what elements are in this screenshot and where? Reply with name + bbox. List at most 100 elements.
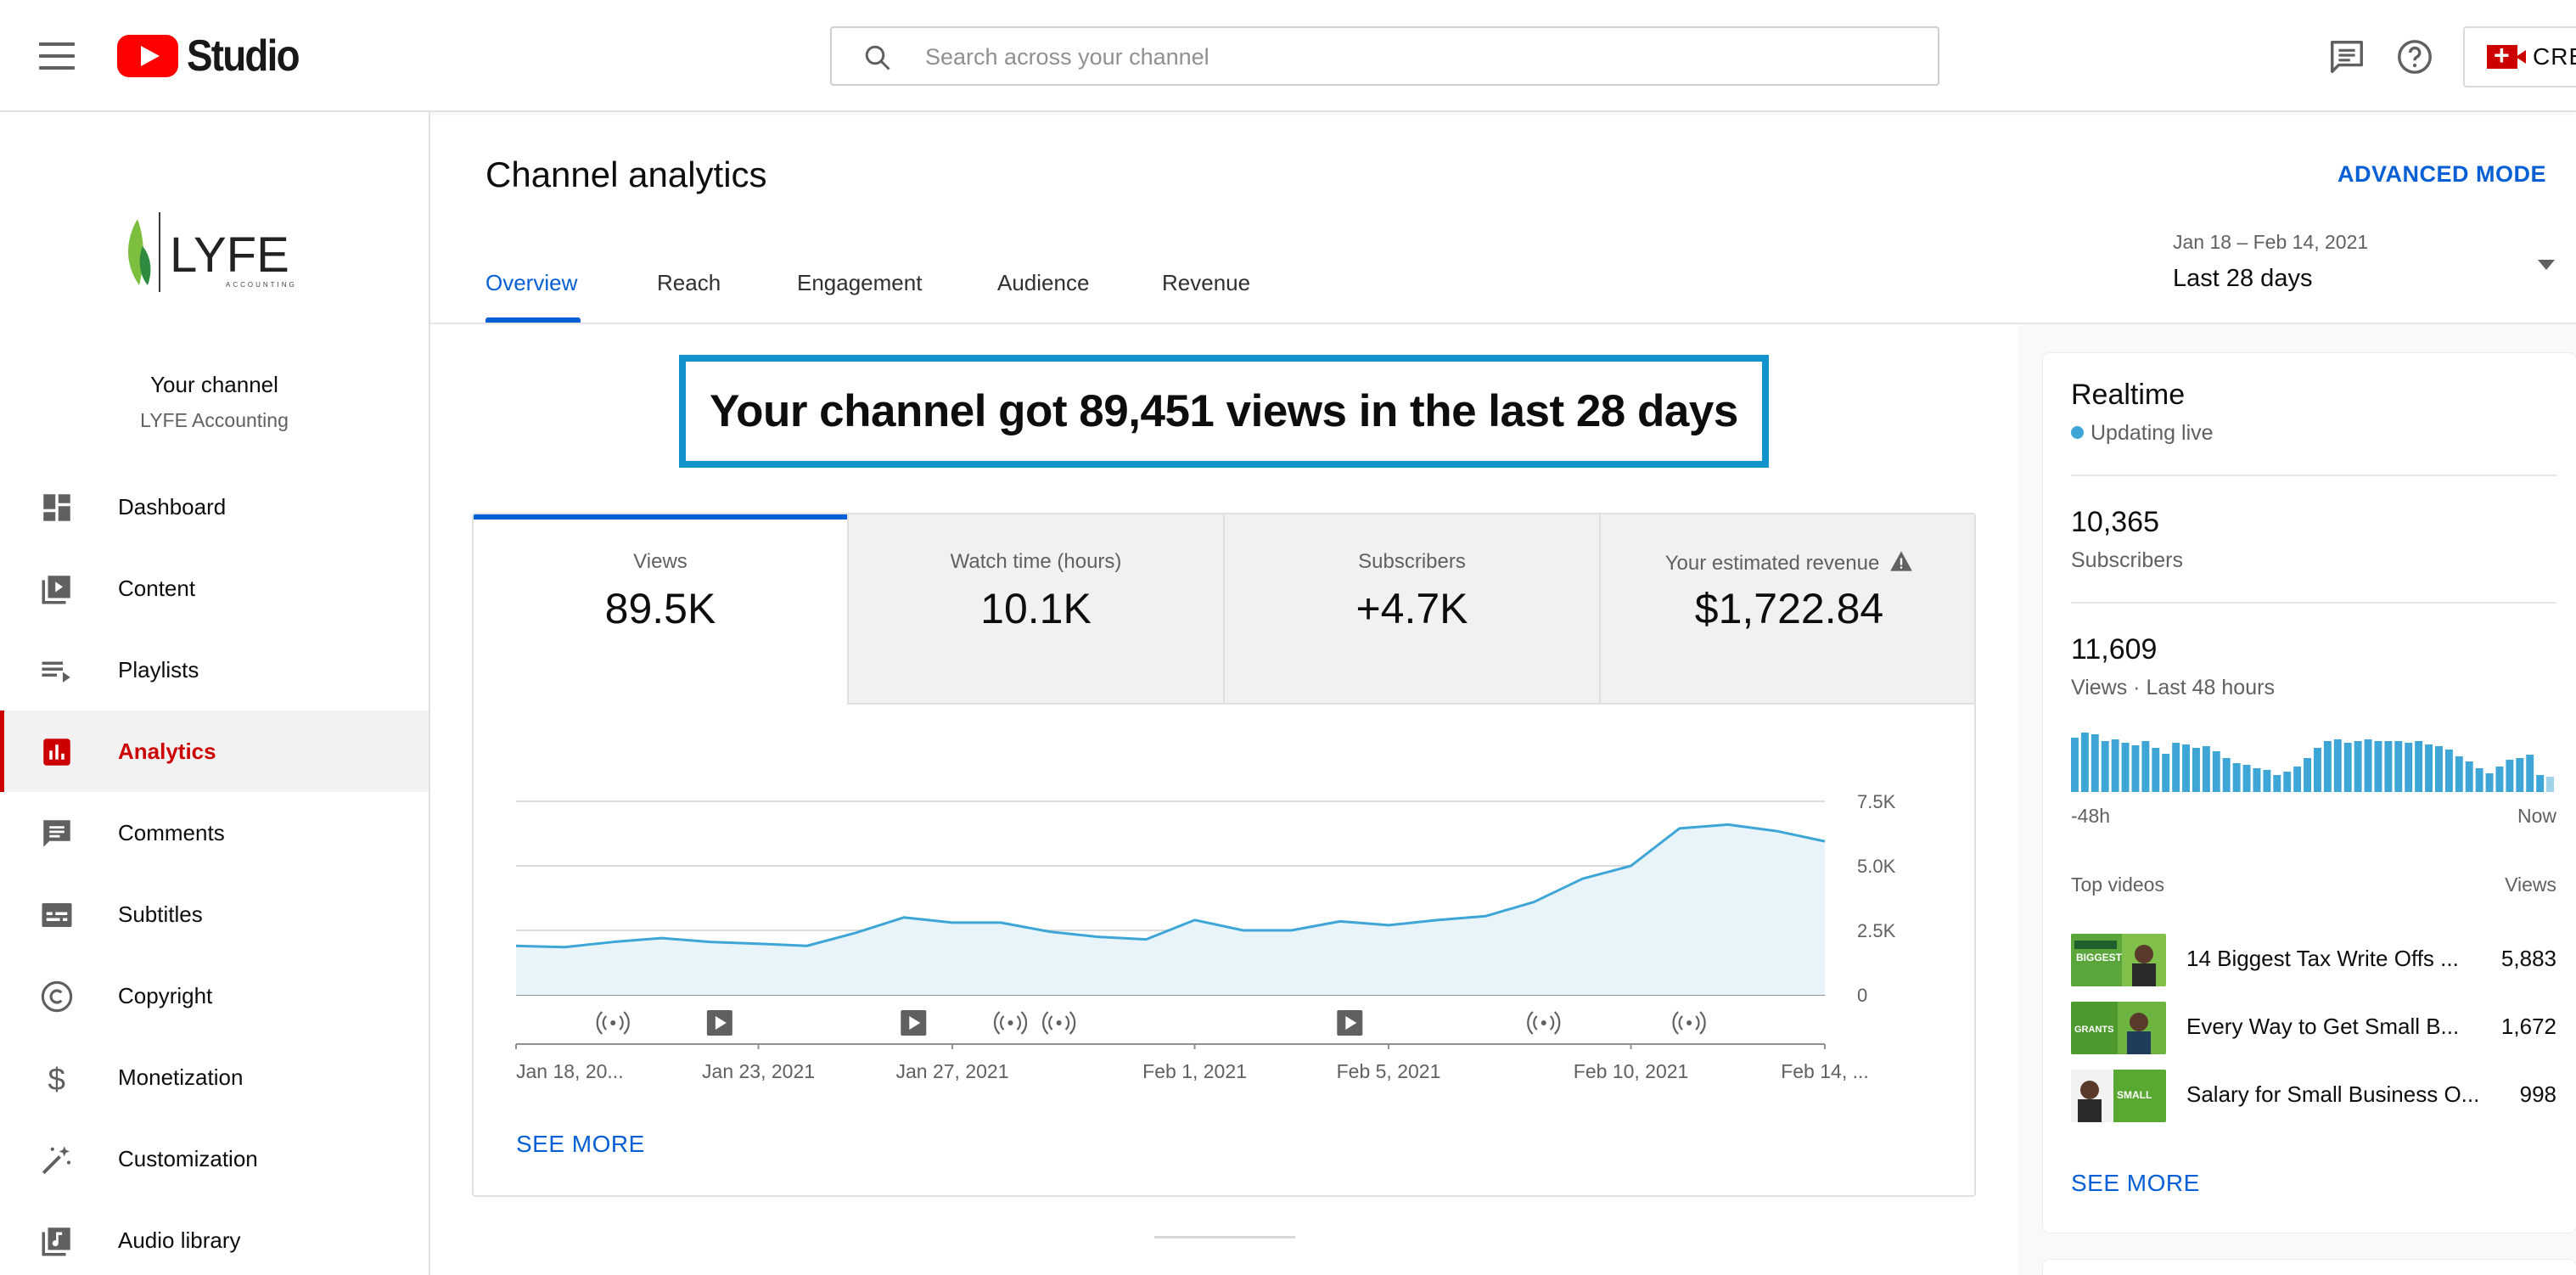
metric-watch-time[interactable]: Watch time (hours) 10.1K	[849, 514, 1225, 705]
live-stream-wave-icon	[1048, 1015, 1070, 1031]
see-more-button[interactable]: SEE MORE	[516, 1131, 645, 1157]
headline-box: Your channel got 89,451 views in the las…	[679, 355, 1769, 468]
live-stream-wave-icon	[602, 1015, 624, 1031]
realtime-bar	[2222, 758, 2231, 792]
realtime-axis-start: -48h	[2071, 805, 2111, 827]
top-videos-header: Top videos Views	[2071, 873, 2556, 896]
sidebar-item-copyright[interactable]: Copyright	[0, 955, 429, 1036]
top-video-item[interactable]: SMALL Salary for Small Business O... 998	[2071, 1070, 2556, 1126]
realtime-bar	[2516, 758, 2524, 792]
tabs-divider	[430, 323, 2576, 324]
sidebar-item-comments[interactable]: Comments	[0, 792, 429, 873]
metric-subscribers[interactable]: Subscribers +4.7K	[1225, 514, 1601, 705]
realtime-bar	[2192, 748, 2200, 792]
channel-logo[interactable]: LYFE ACCOUNTING	[119, 204, 314, 297]
help-icon[interactable]	[2395, 37, 2434, 76]
sidebar-item-analytics[interactable]: Analytics	[0, 711, 429, 792]
sidebar-item-dashboard[interactable]: Dashboard	[0, 466, 429, 548]
x-tick-label: Feb 5, 2021	[1337, 1060, 1441, 1082]
headline: Your channel got 89,451 views in the las…	[710, 386, 1738, 436]
sidebar-item-subtitles[interactable]: Subtitles	[0, 873, 429, 955]
advanced-mode-link[interactable]: ADVANCED MODE	[2337, 161, 2546, 187]
live-stream-marker-icon	[1686, 1020, 1692, 1025]
hamburger-menu-icon[interactable]	[39, 42, 75, 70]
realtime-bar	[2343, 743, 2352, 792]
tab-reach[interactable]: Reach	[657, 270, 721, 295]
thumbnail-text: SMALL	[2117, 1089, 2152, 1101]
realtime-bar	[2182, 744, 2190, 792]
channel-logo-subtext: ACCOUNTING	[226, 281, 297, 289]
realtime-bar	[2405, 743, 2413, 792]
live-stream-wave-icon	[993, 1011, 1028, 1035]
channel-title: Your channel	[150, 372, 278, 397]
top-video-item[interactable]: GRANTS Every Way to Get Small B... 1,672	[2071, 1002, 2556, 1058]
see-more-button[interactable]: SEE MORE	[2071, 1170, 2200, 1196]
realtime-bar	[2415, 741, 2423, 792]
sidebar-item-audio-library[interactable]: Audio library	[0, 1199, 429, 1275]
next-card	[2043, 1260, 2576, 1275]
metric-label: Subscribers	[1358, 550, 1466, 573]
realtime-bar	[2141, 741, 2150, 792]
sidebar-nav: Dashboard Content Playlists Analytics	[0, 466, 429, 1275]
search-icon[interactable]	[862, 42, 893, 73]
tab-overview[interactable]: Overview	[485, 270, 578, 295]
views-series-line	[515, 823, 1826, 949]
realtime-bar	[2526, 755, 2534, 792]
video-title: 14 Biggest Tax Write Offs ...	[2186, 946, 2459, 971]
warning-icon[interactable]	[1889, 550, 1913, 572]
realtime-views-value: 11,609	[2071, 633, 2158, 666]
views-chart: 7.5K 5.0K 2.5K 0 Jan 18, 20... Jan 23, 2021 Ja…	[515, 791, 1896, 1082]
playlists-icon	[42, 661, 70, 682]
live-stream-wave-icon	[1533, 1015, 1555, 1031]
metric-label: Views	[633, 550, 687, 573]
live-stream-marker-icon	[1056, 1020, 1062, 1025]
realtime-bar	[2465, 761, 2473, 792]
metric-views[interactable]: Views 89.5K	[474, 514, 849, 705]
video-thumbnail: SMALL	[2071, 1070, 2166, 1122]
y-tick-label: 2.5K	[1857, 920, 1896, 941]
video-thumbnail: BIGGEST	[2071, 934, 2166, 986]
x-tick-label: Feb 14, ...	[1781, 1060, 1869, 1082]
search-bar[interactable]	[830, 26, 1939, 86]
tab-revenue[interactable]: Revenue	[1162, 270, 1251, 295]
realtime-bar	[2253, 768, 2261, 792]
live-stream-marker-icon	[1541, 1020, 1546, 1025]
live-stream-wave-icon	[1042, 1011, 1076, 1035]
sidebar-item-customization[interactable]: Customization	[0, 1118, 429, 1199]
channel-logo-text: LYFE	[170, 227, 289, 283]
youtube-studio-logo[interactable]: Studio	[117, 31, 314, 81]
play-icon	[715, 1016, 727, 1030]
subtitles-icon	[42, 903, 72, 927]
realtime-bar	[2202, 746, 2210, 792]
realtime-bar	[2374, 741, 2382, 792]
scroll-handle[interactable]	[1154, 1236, 1295, 1238]
sidebar-item-monetization[interactable]: $ Monetization	[0, 1036, 429, 1118]
active-tab-indicator	[485, 317, 581, 323]
feedback-icon[interactable]	[2327, 37, 2366, 76]
realtime-bar	[2273, 775, 2281, 792]
audio-library-icon	[42, 1227, 70, 1256]
y-tick-label: 5.0K	[1857, 856, 1896, 877]
realtime-bar	[2475, 768, 2483, 792]
realtime-title: Realtime	[2071, 379, 2186, 411]
search-input[interactable]	[925, 37, 1918, 77]
logo-text: Studio	[187, 31, 300, 81]
tab-audience[interactable]: Audience	[997, 270, 1090, 295]
divider	[2071, 475, 2556, 476]
sidebar-item-content[interactable]: Content	[0, 548, 429, 629]
realtime-bar	[2101, 741, 2109, 792]
create-button[interactable]: CRE	[2463, 26, 2576, 87]
realtime-views-bar-chart	[2071, 733, 2554, 792]
top-bar: Studio CRE	[0, 0, 2576, 112]
metric-revenue[interactable]: Your estimated revenue $1,722.84	[1601, 514, 1974, 705]
date-range-selector[interactable]: Jan 18 – Feb 14, 2021 Last 28 days	[2173, 227, 2563, 304]
tab-engagement[interactable]: Engagement	[797, 270, 923, 295]
realtime-bar	[2506, 760, 2514, 792]
live-stream-marker-icon	[1007, 1020, 1013, 1025]
sidebar-item-playlists[interactable]: Playlists	[0, 629, 429, 711]
realtime-bar	[2425, 744, 2433, 792]
top-video-item[interactable]: BIGGEST 14 Biggest Tax Write Offs ... 5,…	[2071, 934, 2556, 990]
metric-label: Watch time (hours)	[950, 550, 1122, 573]
channel-name: LYFE Accounting	[140, 409, 289, 431]
views-area-fill	[516, 824, 1825, 995]
